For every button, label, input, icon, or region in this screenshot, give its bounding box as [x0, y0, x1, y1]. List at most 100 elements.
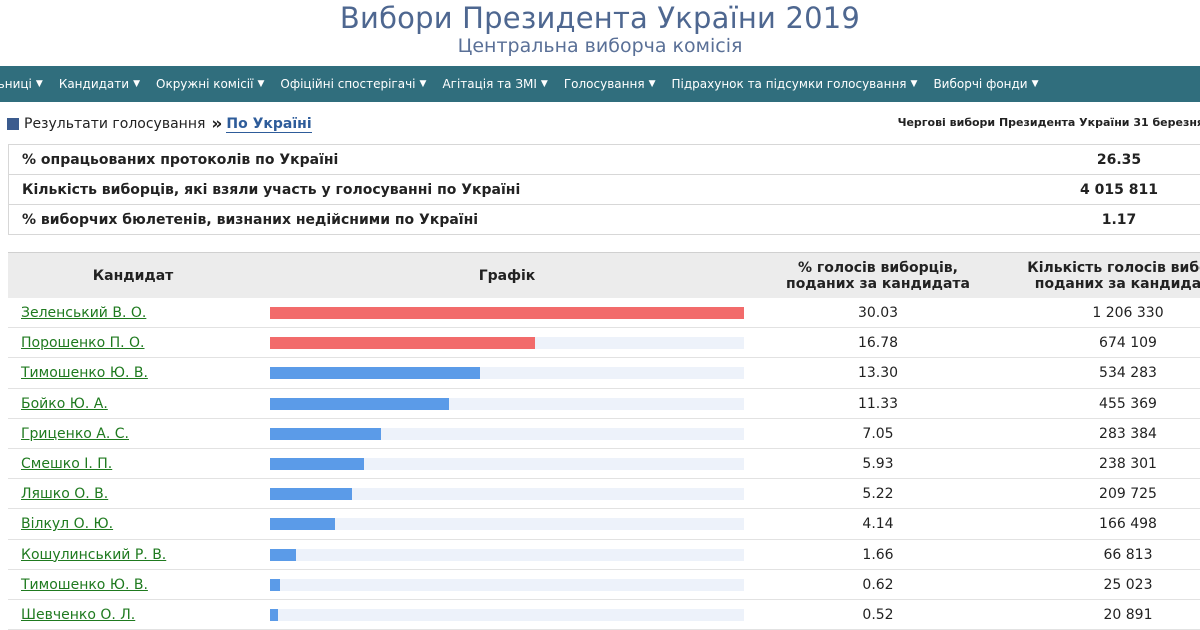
header-percent: % голосів виборців, поданих за кандидата [778, 253, 978, 299]
page-title: Вибори Президента України 2019 [339, 1, 861, 35]
results-table: Кандидат Графік % голосів виборців, пода… [8, 252, 1200, 630]
candidate-link[interactable]: Кошулинський Р. В. [21, 546, 167, 563]
table-row: Смешко І. П. 5.93 238 301 [8, 449, 1200, 480]
summary-value: 1.17 [1101, 211, 1137, 228]
table-row: Зеленський В. О. 30.03 1 206 330 [8, 298, 1200, 329]
vote-percent: 5.22 [862, 486, 894, 503]
results-table-header: Кандидат Графік % голосів виборців, пода… [8, 252, 1200, 298]
table-row: Вілкул О. Ю. 4.14 166 498 [8, 509, 1200, 540]
breadcrumb-section: Результати голосування [24, 116, 206, 132]
nav-item-label: льниці [0, 77, 32, 91]
candidate-link[interactable]: Зеленський В. О. [21, 305, 147, 321]
caret-down-icon: ▼ [257, 79, 265, 89]
bar-track [270, 488, 744, 501]
caret-down-icon: ▼ [910, 79, 918, 89]
vote-percent: 16.78 [857, 335, 899, 352]
vote-percent: 11.33 [857, 395, 899, 412]
nav-item-label: Голосування [563, 77, 645, 91]
summary-value: 26.35 [1096, 151, 1142, 168]
candidate-link[interactable]: Гриценко А. С. [21, 425, 129, 442]
candidate-link[interactable]: Шевченко О. Л. [21, 606, 136, 623]
bar-track [270, 307, 744, 319]
vote-count: 238 301 [1099, 455, 1157, 472]
header-percent-line1: % голосів виборців, [798, 260, 958, 276]
vote-percent: 5.93 [862, 455, 894, 472]
bar-track [270, 518, 744, 531]
breadcrumb-separator: » [211, 114, 223, 134]
vote-share-bar [270, 457, 364, 470]
square-bullet-icon [7, 118, 19, 130]
vote-count: 166 498 [1099, 516, 1157, 533]
summary-row: % виборчих бюлетенів, визнаних недійсним… [8, 205, 1200, 235]
nav-item-campaigning-media[interactable]: Агітація та ЗМІ ▼ [434, 77, 555, 91]
nav-item-election-funds[interactable]: Виборчі фонди ▼ [925, 77, 1046, 91]
nav-item-label: Виборчі фонди [933, 77, 1028, 91]
bar-track [270, 337, 744, 350]
breadcrumb: Результати голосування » По Україні Черг… [7, 114, 1200, 134]
summary-row: Кількість виборців, які взяли участь у г… [8, 175, 1200, 205]
vote-count: 25 023 [1103, 576, 1153, 593]
vote-share-bar [270, 608, 279, 621]
summary-label: % опрацьованих протоколів по Україні [22, 151, 339, 168]
table-row: Шевченко О. Л. 0.52 20 891 [8, 600, 1200, 630]
candidate-link[interactable]: Тимошенко Ю. В. [21, 576, 148, 593]
summary-label: Кількість виборців, які взяли участь у г… [22, 181, 521, 198]
header-candidate: Кандидат [92, 268, 174, 284]
bar-track [270, 608, 744, 621]
vote-count: 283 384 [1099, 425, 1157, 442]
bar-track [270, 548, 744, 561]
header-graph: Графік [478, 268, 536, 284]
nav-item-stations[interactable]: льниці▼ [0, 77, 51, 91]
vote-share-bar [270, 518, 336, 531]
breadcrumb-current-link[interactable]: По Україні [226, 115, 312, 133]
site-header: Вибори Президента України 2019 Центральн… [0, 0, 1200, 66]
nav-item-label: Офіційні спостерігачі [280, 77, 416, 91]
nav-item-district-commissions[interactable]: Окружні комісії ▼ [148, 77, 272, 91]
nav-item-label: Підрахунок та підсумки голосування [671, 77, 907, 91]
vote-count: 534 283 [1099, 365, 1157, 382]
vote-percent: 4.14 [862, 516, 894, 533]
header-count-line2: поданих за кандида [1034, 276, 1200, 292]
election-name: Чергові вибори Президента України 31 бер… [897, 116, 1200, 129]
table-row: Кошулинський Р. В. 1.66 66 813 [8, 540, 1200, 570]
candidate-link[interactable]: Смешко І. П. [21, 455, 113, 472]
bar-track [270, 427, 744, 440]
vote-share-bar [270, 548, 297, 561]
vote-share-bar [270, 337, 535, 350]
vote-percent: 0.62 [862, 576, 894, 593]
bar-track [270, 367, 744, 380]
nav-item-counting-results[interactable]: Підрахунок та підсумки голосування ▼ [663, 77, 925, 91]
vote-share-bar [270, 427, 382, 440]
vote-count: 674 109 [1099, 335, 1157, 352]
candidate-link[interactable]: Вілкул О. Ю. [21, 516, 114, 533]
vote-share-bar [270, 578, 280, 591]
main-nav: льниці▼ Кандидати▼ Окружні комісії▼ Офіц… [0, 66, 1200, 102]
candidate-link[interactable]: Ляшко О. В. [21, 486, 109, 503]
table-row: Бойко Ю. А. 11.33 455 369 [8, 389, 1200, 419]
page-subtitle: Центральна виборча комісія [457, 35, 743, 57]
header-percent-line2: поданих за кандидата [786, 276, 970, 292]
vote-count: 209 725 [1099, 486, 1157, 503]
results-rows: Зеленський В. О. 30.03 1 206 330 Порошенко … [8, 298, 1200, 630]
nav-item-label: Агітація та ЗМІ [442, 77, 537, 91]
nav-item-candidates[interactable]: Кандидати ▼ [51, 77, 148, 91]
caret-down-icon: ▼ [35, 79, 43, 89]
summary-table: % опрацьованих протоколів по Україні 26.… [8, 144, 1200, 235]
bar-track [270, 397, 744, 410]
nav-item-voting[interactable]: Голосування ▼ [556, 77, 664, 91]
candidate-link[interactable]: Порошенко П. О. [21, 335, 145, 352]
vote-share-bar [270, 367, 480, 380]
vote-percent: 30.03 [857, 305, 899, 321]
vote-percent: 1.66 [862, 546, 894, 563]
candidate-link[interactable]: Тимошенко Ю. В. [21, 365, 148, 382]
vote-count: 455 369 [1099, 395, 1157, 412]
header-count: Кількість голосів вибо поданих за кандид… [1018, 253, 1200, 299]
summary-label: % виборчих бюлетенів, визнаних недійсним… [22, 211, 479, 228]
nav-item-observers[interactable]: Офіційні спостерігачі ▼ [272, 77, 434, 91]
table-row: Тимошенко Ю. В. 13.30 534 283 [8, 358, 1200, 389]
candidate-link[interactable]: Бойко Ю. А. [21, 395, 108, 412]
summary-value: 4 015 811 [1080, 181, 1158, 198]
table-row: Порошенко П. О. 16.78 674 109 [8, 328, 1200, 359]
vote-count: 20 891 [1103, 606, 1153, 623]
vote-percent: 13.30 [857, 365, 899, 382]
